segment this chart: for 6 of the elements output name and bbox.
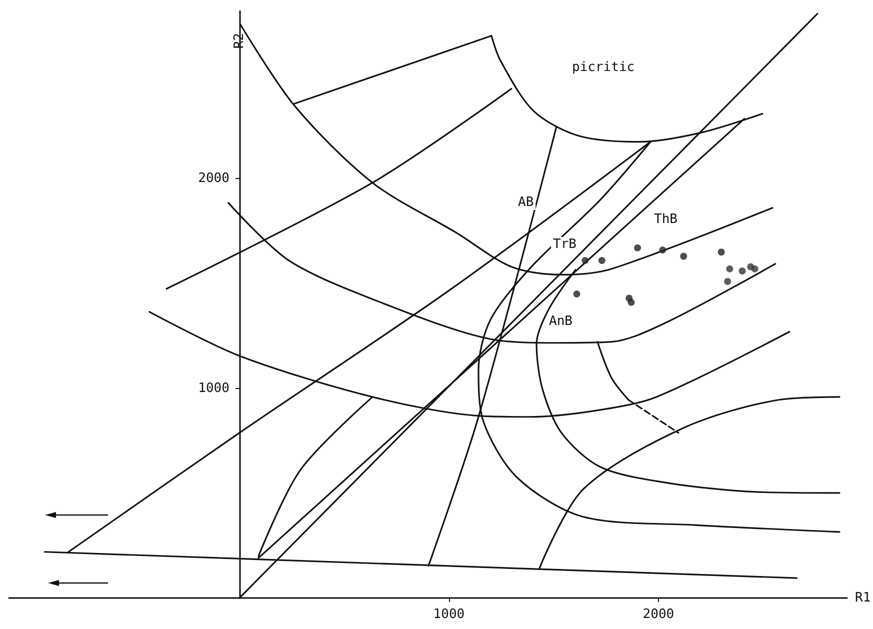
annotation: TrB <box>553 237 577 252</box>
annotation: picritic <box>572 60 635 75</box>
annotation: ThB <box>654 212 678 227</box>
annotation: AnB <box>549 314 573 329</box>
annotation: AB <box>518 195 534 210</box>
x-axis-title: R1 <box>855 590 871 606</box>
